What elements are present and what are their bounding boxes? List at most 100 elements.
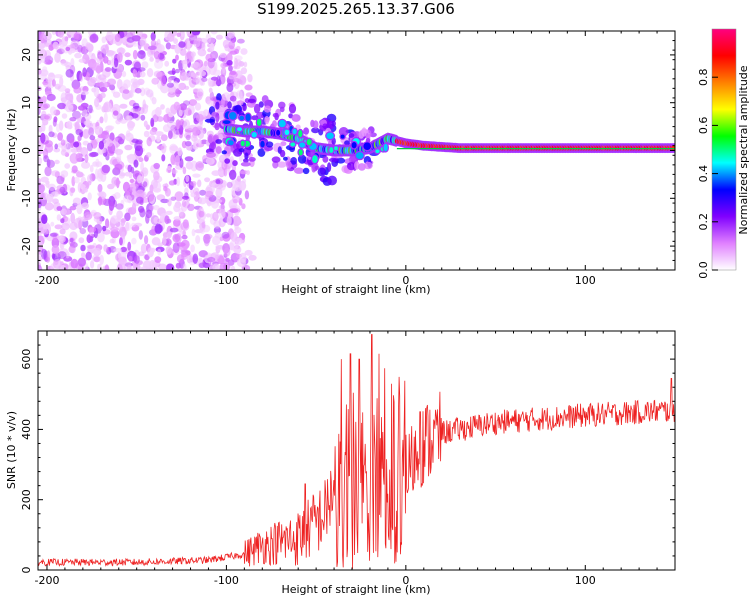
spectrogram-cell [116,151,122,163]
spectrogram-cell [43,103,50,109]
spectrogram-cell [56,123,61,133]
spectrogram-cell [79,105,84,111]
spectrogram-cell [60,60,68,66]
spectrogram-cell [148,204,155,211]
spectrogram-cell [156,135,161,142]
spectrogram-cell [71,165,78,173]
spectrogram-cell [152,187,162,193]
snr-y-axis-label: SNR (10 * v/v) [5,411,18,489]
spectrogram-cell [54,159,60,165]
spectrogram-cell [94,97,100,108]
spectrogram-cell [160,104,165,110]
spectrogram-cell [163,114,171,123]
spectrogram-cell [247,73,253,83]
spectrogram-cell [108,201,115,211]
spectrogram-cell [46,159,55,168]
spectrogram-x-tick-label: 0 [402,274,409,287]
spectrogram-cell [77,135,82,142]
spectrogram-cell [216,93,222,102]
spectrogram-cell [44,202,54,211]
spectrogram-cell [192,173,201,178]
spectrogram-cell [46,235,55,242]
spectrogram-cell [228,65,233,72]
snr-x-tick-label: -200 [34,574,59,587]
spectrogram-cell [65,46,71,52]
spectrogram-cell [72,197,82,206]
spectrogram-y-tick-label: 10 [20,96,33,110]
spectrogram-cell [54,224,63,230]
spectrogram-cell [250,130,259,139]
spectrogram-cell [129,178,135,184]
spectrogram-cell [120,218,127,223]
spectrogram-cell [181,252,188,258]
spectrogram-cell [265,141,274,148]
spectrogram-cell [191,31,201,36]
spectrogram-cell [114,163,123,171]
spectrogram-x-tick-label: -200 [34,274,59,287]
spectrogram-cell [54,143,58,150]
spectrogram-cell [102,101,112,113]
spectrogram-cell [243,158,249,163]
spectrogram-cell [182,230,186,237]
spectrogram-cell [58,236,65,242]
spectrogram-cell [131,35,141,42]
spectrogram-cell [89,135,96,141]
spectrogram-cell [223,167,228,177]
spectrogram-cell [160,134,168,142]
spectrogram-cell [165,210,173,215]
spectrogram-cell [227,110,238,121]
spectrogram-cell [158,263,167,270]
spectrogram-cell [89,33,99,43]
spectrogram-cell [40,96,47,103]
spectrogram-cell [165,107,171,115]
spectrogram-cell [215,139,223,144]
spectrogram-cell [302,167,310,175]
spectrogram-cell [106,31,114,42]
spectrogram-cell [42,80,49,86]
spectrogram-cell [192,253,199,264]
spectrogram-cell [139,71,146,78]
spectrogram-cell [149,259,156,269]
spectrogram-cell [195,161,205,171]
spectrogram-cell [82,67,87,77]
spectrogram-cell [44,55,54,65]
spectrogram-cell [153,162,160,170]
spectrogram-cell [237,100,244,106]
spectrogram-cell [219,52,227,59]
spectrogram-cell [215,34,223,40]
spectrogram-cell [95,161,103,168]
spectrogram-cell [82,129,90,139]
spectrogram-cell [198,197,207,205]
spectrogram-cell [51,79,56,87]
spectrogram-cell [205,190,214,198]
spectrogram-cell [86,234,92,244]
spectrogram-cell [84,154,89,163]
spectrogram-cell [115,203,124,210]
spectrogram-cell [246,170,251,176]
spectrogram-cell [116,79,123,90]
spectrogram-cell [68,246,75,253]
spectrogram-cell [186,40,191,52]
spectrogram-cell [48,44,54,51]
spectrogram-cell [218,208,226,220]
spectrogram-cell [179,103,187,111]
spectrogram-cell [185,161,194,170]
spectrogram-cell [78,58,86,63]
spectrogram-cell [38,184,46,193]
spectrogram-cell [184,85,190,90]
spectrogram-cell [66,31,75,35]
spectrogram-cell [146,152,152,158]
spectrogram-cell [167,77,172,83]
spectrogram-cell [59,76,64,87]
spectrogram-cell [143,120,148,128]
spectrogram-cell [187,203,195,212]
spectrogram-cell [244,152,249,160]
spectrogram-cell [127,121,136,129]
spectrogram-cell [142,260,152,269]
spectrogram-cell [73,141,80,148]
spectrogram-cell [240,67,248,75]
spectrogram-cell [235,125,244,133]
spectrogram-cell [149,56,154,62]
